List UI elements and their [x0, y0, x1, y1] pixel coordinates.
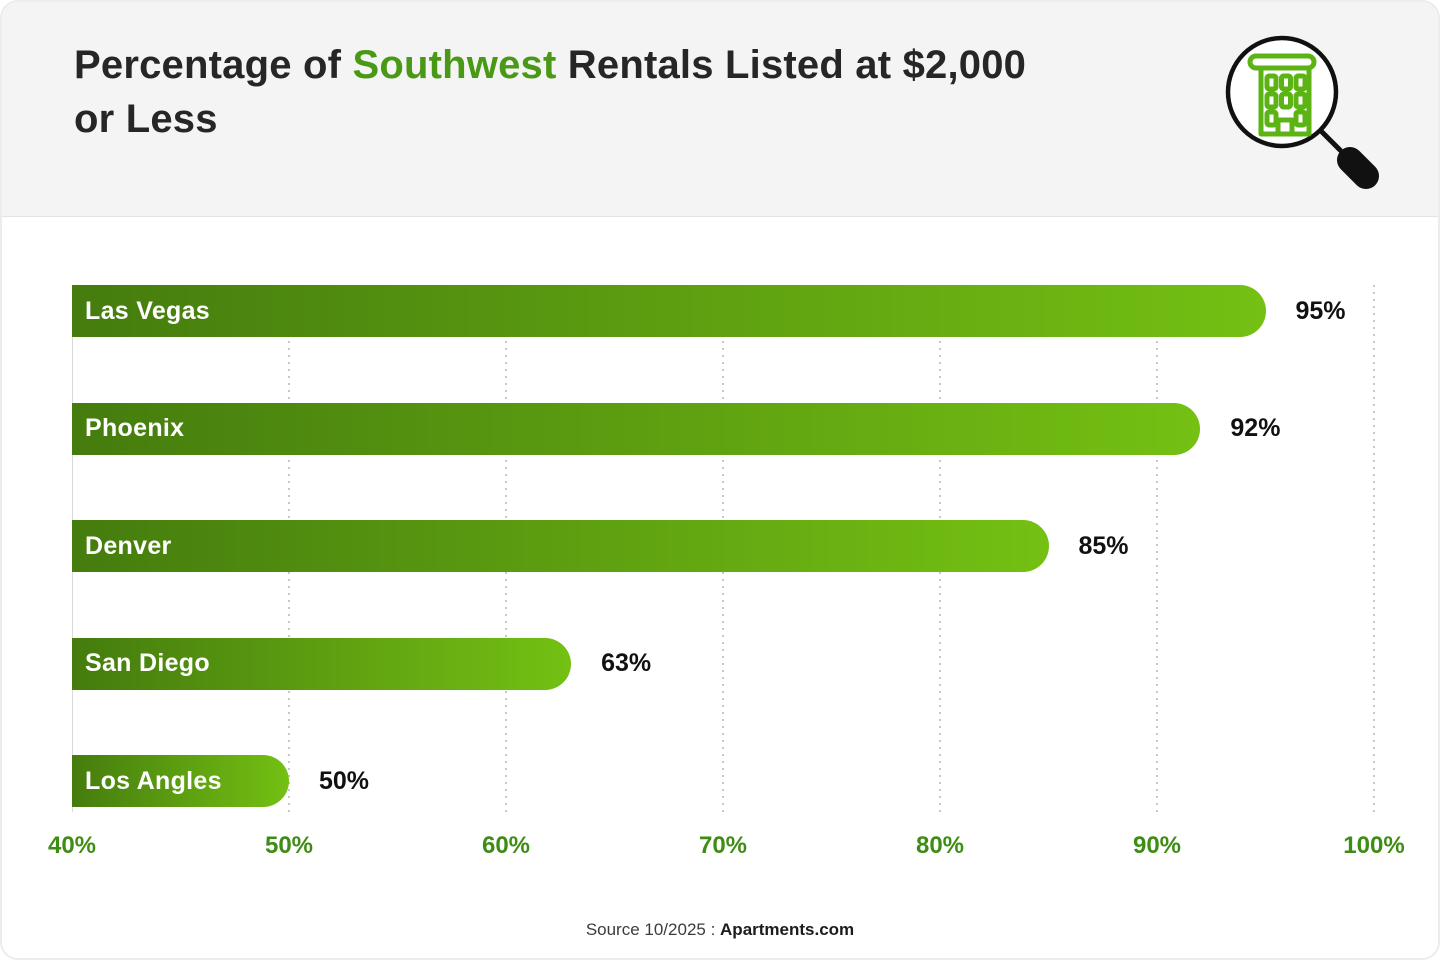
gridline	[1156, 285, 1158, 812]
x-tick-label: 80%	[915, 832, 965, 859]
bar-value-label: 85%	[1078, 531, 1129, 560]
header: Percentage of Southwest Rentals Listed a…	[2, 2, 1438, 217]
bar: Las Vegas	[72, 285, 1266, 337]
source-name: Apartments.com	[720, 920, 855, 939]
bar-category-label: Las Vegas	[85, 296, 211, 325]
bar-category-label: Phoenix	[85, 414, 185, 442]
bar: Phoenix	[72, 402, 1201, 455]
bar-value-label: 50%	[319, 766, 370, 795]
bar-category-label: Denver	[85, 531, 172, 560]
bar-row: Denver 85%	[72, 520, 1129, 572]
gridline	[1373, 285, 1375, 812]
building-icon	[1247, 53, 1317, 137]
bar-category-label: San Diego	[85, 649, 210, 677]
x-tick-label: 100%	[1343, 832, 1405, 859]
x-tick-label: 50%	[264, 832, 314, 859]
page-title: Percentage of Southwest Rentals Listed a…	[74, 38, 1064, 146]
magnifier-building-icon	[1225, 35, 1379, 189]
title-highlight: Southwest	[352, 43, 557, 87]
x-tick-label: 60%	[481, 832, 531, 859]
bar-row: Las Vegas 95%	[72, 285, 1346, 337]
magnifier-handle	[1318, 128, 1379, 189]
source-note: Source 10/2025 : Apartments.com	[2, 920, 1438, 940]
bar-value-label: 95%	[1295, 296, 1346, 325]
title-text-prefix: Percentage of	[74, 43, 353, 87]
bar: San Diego	[72, 637, 572, 690]
x-tick-label: 90%	[1132, 832, 1182, 859]
bar: Los Angles	[72, 755, 289, 807]
bar-row: San Diego 63%	[72, 637, 652, 690]
bar-value-label: 63%	[601, 649, 652, 677]
x-tick-label: 40%	[47, 832, 97, 859]
x-tick-label: 70%	[698, 832, 748, 859]
title-text-suffix: Rentals Listed at $2,000 or Less	[74, 43, 1027, 141]
bar-row: Phoenix 92%	[72, 402, 1281, 455]
bar-category-label: Los Angles	[85, 766, 222, 795]
bar-value-label: 92%	[1230, 414, 1281, 442]
bar: Denver	[72, 520, 1049, 572]
source-prefix: Source 10/2025 :	[585, 920, 721, 939]
bar-row: Los Angles 50%	[72, 755, 369, 807]
